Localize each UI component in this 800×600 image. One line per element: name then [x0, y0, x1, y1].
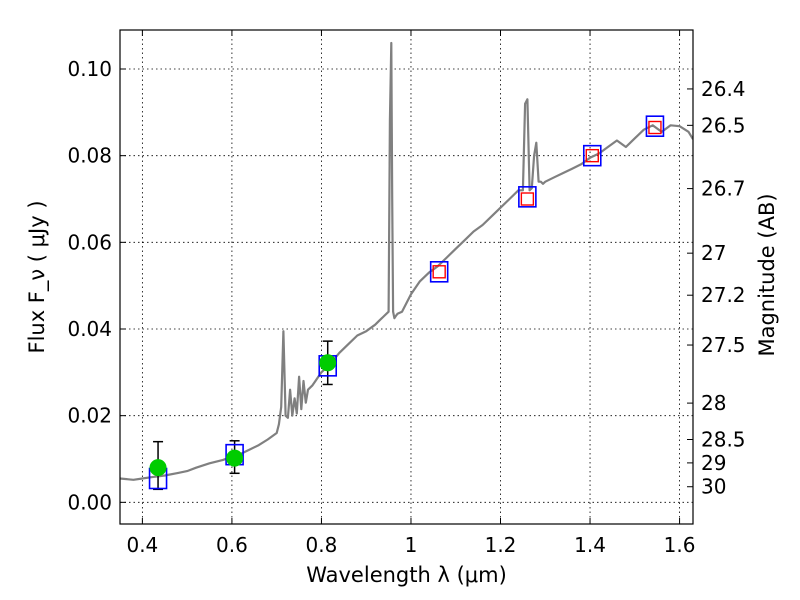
x-tick-label: 1.6	[664, 533, 696, 557]
y-tick-label: 0.08	[67, 144, 112, 168]
y2-tick-label: 29	[701, 451, 726, 475]
spectrum-layer	[120, 41, 693, 481]
x-tick-label: 1	[405, 533, 418, 557]
plot-frame	[119, 29, 694, 525]
observed-point	[149, 459, 167, 477]
x-tick-label: 0.8	[306, 533, 338, 557]
x-axis-label: Wavelength λ (μm)	[306, 563, 507, 587]
fit-marker	[585, 148, 599, 163]
fit-marker	[432, 265, 446, 279]
y-tick-label: 0.10	[67, 57, 112, 81]
observed-point	[226, 449, 244, 467]
x-tick-label: 1.2	[485, 533, 517, 557]
tick-layer	[120, 30, 693, 524]
y2-tick-label: 30	[701, 475, 726, 499]
y2-tick-label: 26.5	[701, 113, 746, 137]
model-box-marker	[429, 260, 449, 283]
y-tick-label: 0.02	[67, 404, 112, 428]
grid	[120, 30, 693, 524]
y2-tick-label: 28	[701, 391, 726, 415]
model-box-marker	[518, 186, 537, 208]
fit-marker	[648, 120, 662, 135]
y2-tick-label: 28.5	[701, 428, 746, 452]
model-box-marker	[582, 144, 602, 167]
y2-tick-label: 26.4	[701, 77, 746, 101]
y-axis-label: Flux F_ν ( μJy )	[25, 200, 50, 353]
y-tick-label: 0.04	[67, 317, 112, 341]
y2-tick-label: 26.7	[701, 177, 746, 201]
y2-tick-label: 27	[701, 241, 726, 265]
y2-tick-label: 27.5	[701, 333, 746, 357]
tick-label-layer: 0.4 0.6 0.8 1 1.2 1.4 1.6 0.00 0.02 0.04 0.06 0.08 0…	[67, 57, 745, 557]
marker-layer	[148, 115, 665, 491]
x-tick-label: 1.4	[574, 533, 606, 557]
observed-point	[319, 354, 337, 372]
x-tick-label: 0.4	[126, 533, 158, 557]
y2-axis-label: Magnitude (AB)	[755, 193, 779, 356]
y2-tick-label: 27.2	[701, 283, 746, 307]
y-tick-label: 0.06	[67, 230, 112, 254]
x-tick-label: 0.6	[216, 533, 248, 557]
spectrum-line	[120, 41, 693, 481]
model-box-marker	[645, 115, 665, 137]
y-tick-label: 0.00	[67, 490, 112, 514]
fit-marker	[520, 192, 535, 206]
